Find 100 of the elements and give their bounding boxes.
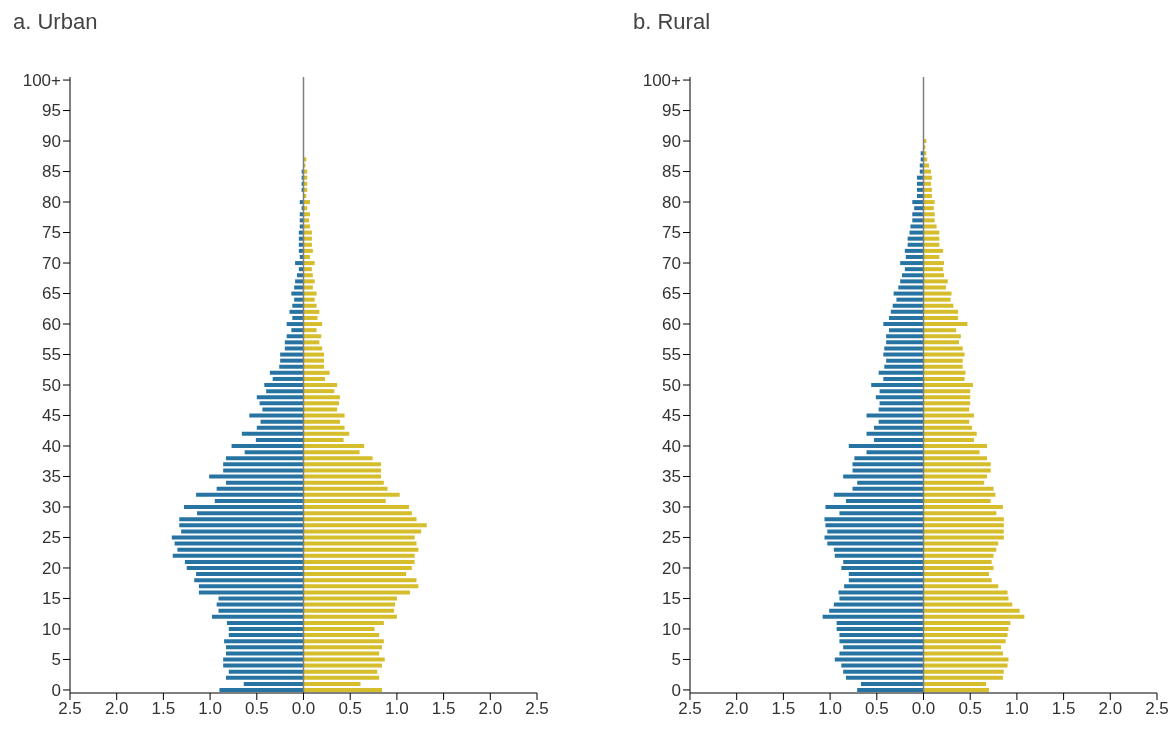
- bar: [904, 248, 924, 253]
- x-tick-label: 2.0: [104, 699, 129, 719]
- chart-title: a. Urban: [12, 8, 99, 36]
- bar: [196, 492, 304, 497]
- bar: [177, 547, 304, 552]
- x-tick-label: 2.5: [58, 699, 82, 719]
- bar: [923, 602, 1013, 607]
- bar: [219, 688, 304, 692]
- bar: [923, 236, 940, 241]
- bar: [303, 370, 330, 375]
- bar: [303, 572, 407, 577]
- bar: [827, 529, 924, 534]
- bar: [836, 620, 924, 625]
- bar: [860, 681, 924, 686]
- bar: [827, 541, 924, 546]
- bar: [284, 346, 304, 351]
- bar: [303, 608, 395, 613]
- bar: [294, 297, 304, 302]
- x-tick-label: 0.5: [864, 699, 889, 719]
- bar: [923, 511, 997, 516]
- bar: [303, 376, 325, 381]
- x-tick-label: 2.0: [724, 699, 749, 719]
- bar: [923, 492, 996, 497]
- bar: [923, 395, 971, 400]
- bar: [883, 376, 924, 381]
- y-tick-label: 70: [42, 253, 61, 273]
- bar: [266, 389, 304, 394]
- bar: [179, 517, 304, 522]
- bar: [923, 614, 1025, 619]
- bar: [841, 566, 924, 571]
- x-tick-label: 1.5: [431, 699, 456, 719]
- bar: [303, 498, 386, 503]
- bar: [223, 657, 304, 662]
- bar: [303, 401, 339, 406]
- bar: [843, 669, 924, 674]
- bar: [272, 376, 304, 381]
- bar: [923, 437, 974, 442]
- bar: [184, 559, 304, 564]
- bar: [866, 450, 924, 455]
- bar: [303, 468, 382, 473]
- y-tick-label: 20: [662, 558, 681, 578]
- bar: [923, 370, 966, 375]
- bar: [923, 407, 970, 412]
- bar: [303, 309, 320, 314]
- bar: [923, 364, 963, 369]
- bar: [898, 285, 924, 290]
- bar: [912, 200, 924, 205]
- bar: [848, 572, 924, 577]
- bar: [896, 297, 924, 302]
- bar: [923, 675, 1003, 680]
- bar: [923, 505, 1003, 510]
- bar: [923, 297, 951, 302]
- bar: [256, 395, 304, 400]
- bar: [303, 681, 361, 686]
- bar: [843, 559, 924, 564]
- bar: [259, 401, 304, 406]
- bar: [269, 370, 304, 375]
- bar: [907, 242, 924, 247]
- bar: [303, 462, 382, 467]
- bar: [923, 541, 999, 546]
- bar: [923, 669, 1004, 674]
- bar: [879, 401, 924, 406]
- bar: [303, 645, 382, 650]
- bar: [871, 383, 924, 388]
- bar: [923, 267, 944, 272]
- y-tick-label: 35: [42, 467, 61, 487]
- bar: [824, 535, 924, 540]
- x-tick-label: 1.5: [1051, 699, 1076, 719]
- y-tick-label: 55: [42, 345, 61, 365]
- y-tick-label: 65: [42, 284, 61, 304]
- bar: [839, 639, 924, 644]
- bar: [854, 456, 924, 461]
- bar: [243, 681, 304, 686]
- bar: [211, 614, 304, 619]
- bar: [228, 669, 304, 674]
- bar: [900, 279, 924, 284]
- y-tick-label: 30: [662, 497, 681, 517]
- bar: [923, 425, 973, 430]
- y-tick-label: 25: [42, 528, 61, 548]
- bar: [923, 547, 997, 552]
- bar: [923, 352, 965, 357]
- bar: [923, 273, 945, 278]
- bar: [262, 407, 304, 412]
- bar: [912, 218, 924, 223]
- bar: [286, 322, 304, 327]
- bar: [179, 523, 304, 528]
- bar: [923, 248, 944, 253]
- bar: [303, 437, 344, 442]
- bar: [303, 273, 313, 278]
- bar: [241, 431, 304, 436]
- bar: [303, 590, 410, 595]
- x-tick-label: 1.5: [151, 699, 176, 719]
- bar: [923, 651, 1003, 656]
- bar: [923, 529, 1004, 534]
- bar: [256, 425, 304, 430]
- x-tick-label: 0.0: [291, 699, 316, 719]
- y-tick-label: 85: [42, 162, 61, 182]
- bar: [893, 291, 924, 296]
- bar: [923, 572, 989, 577]
- bar: [303, 541, 417, 546]
